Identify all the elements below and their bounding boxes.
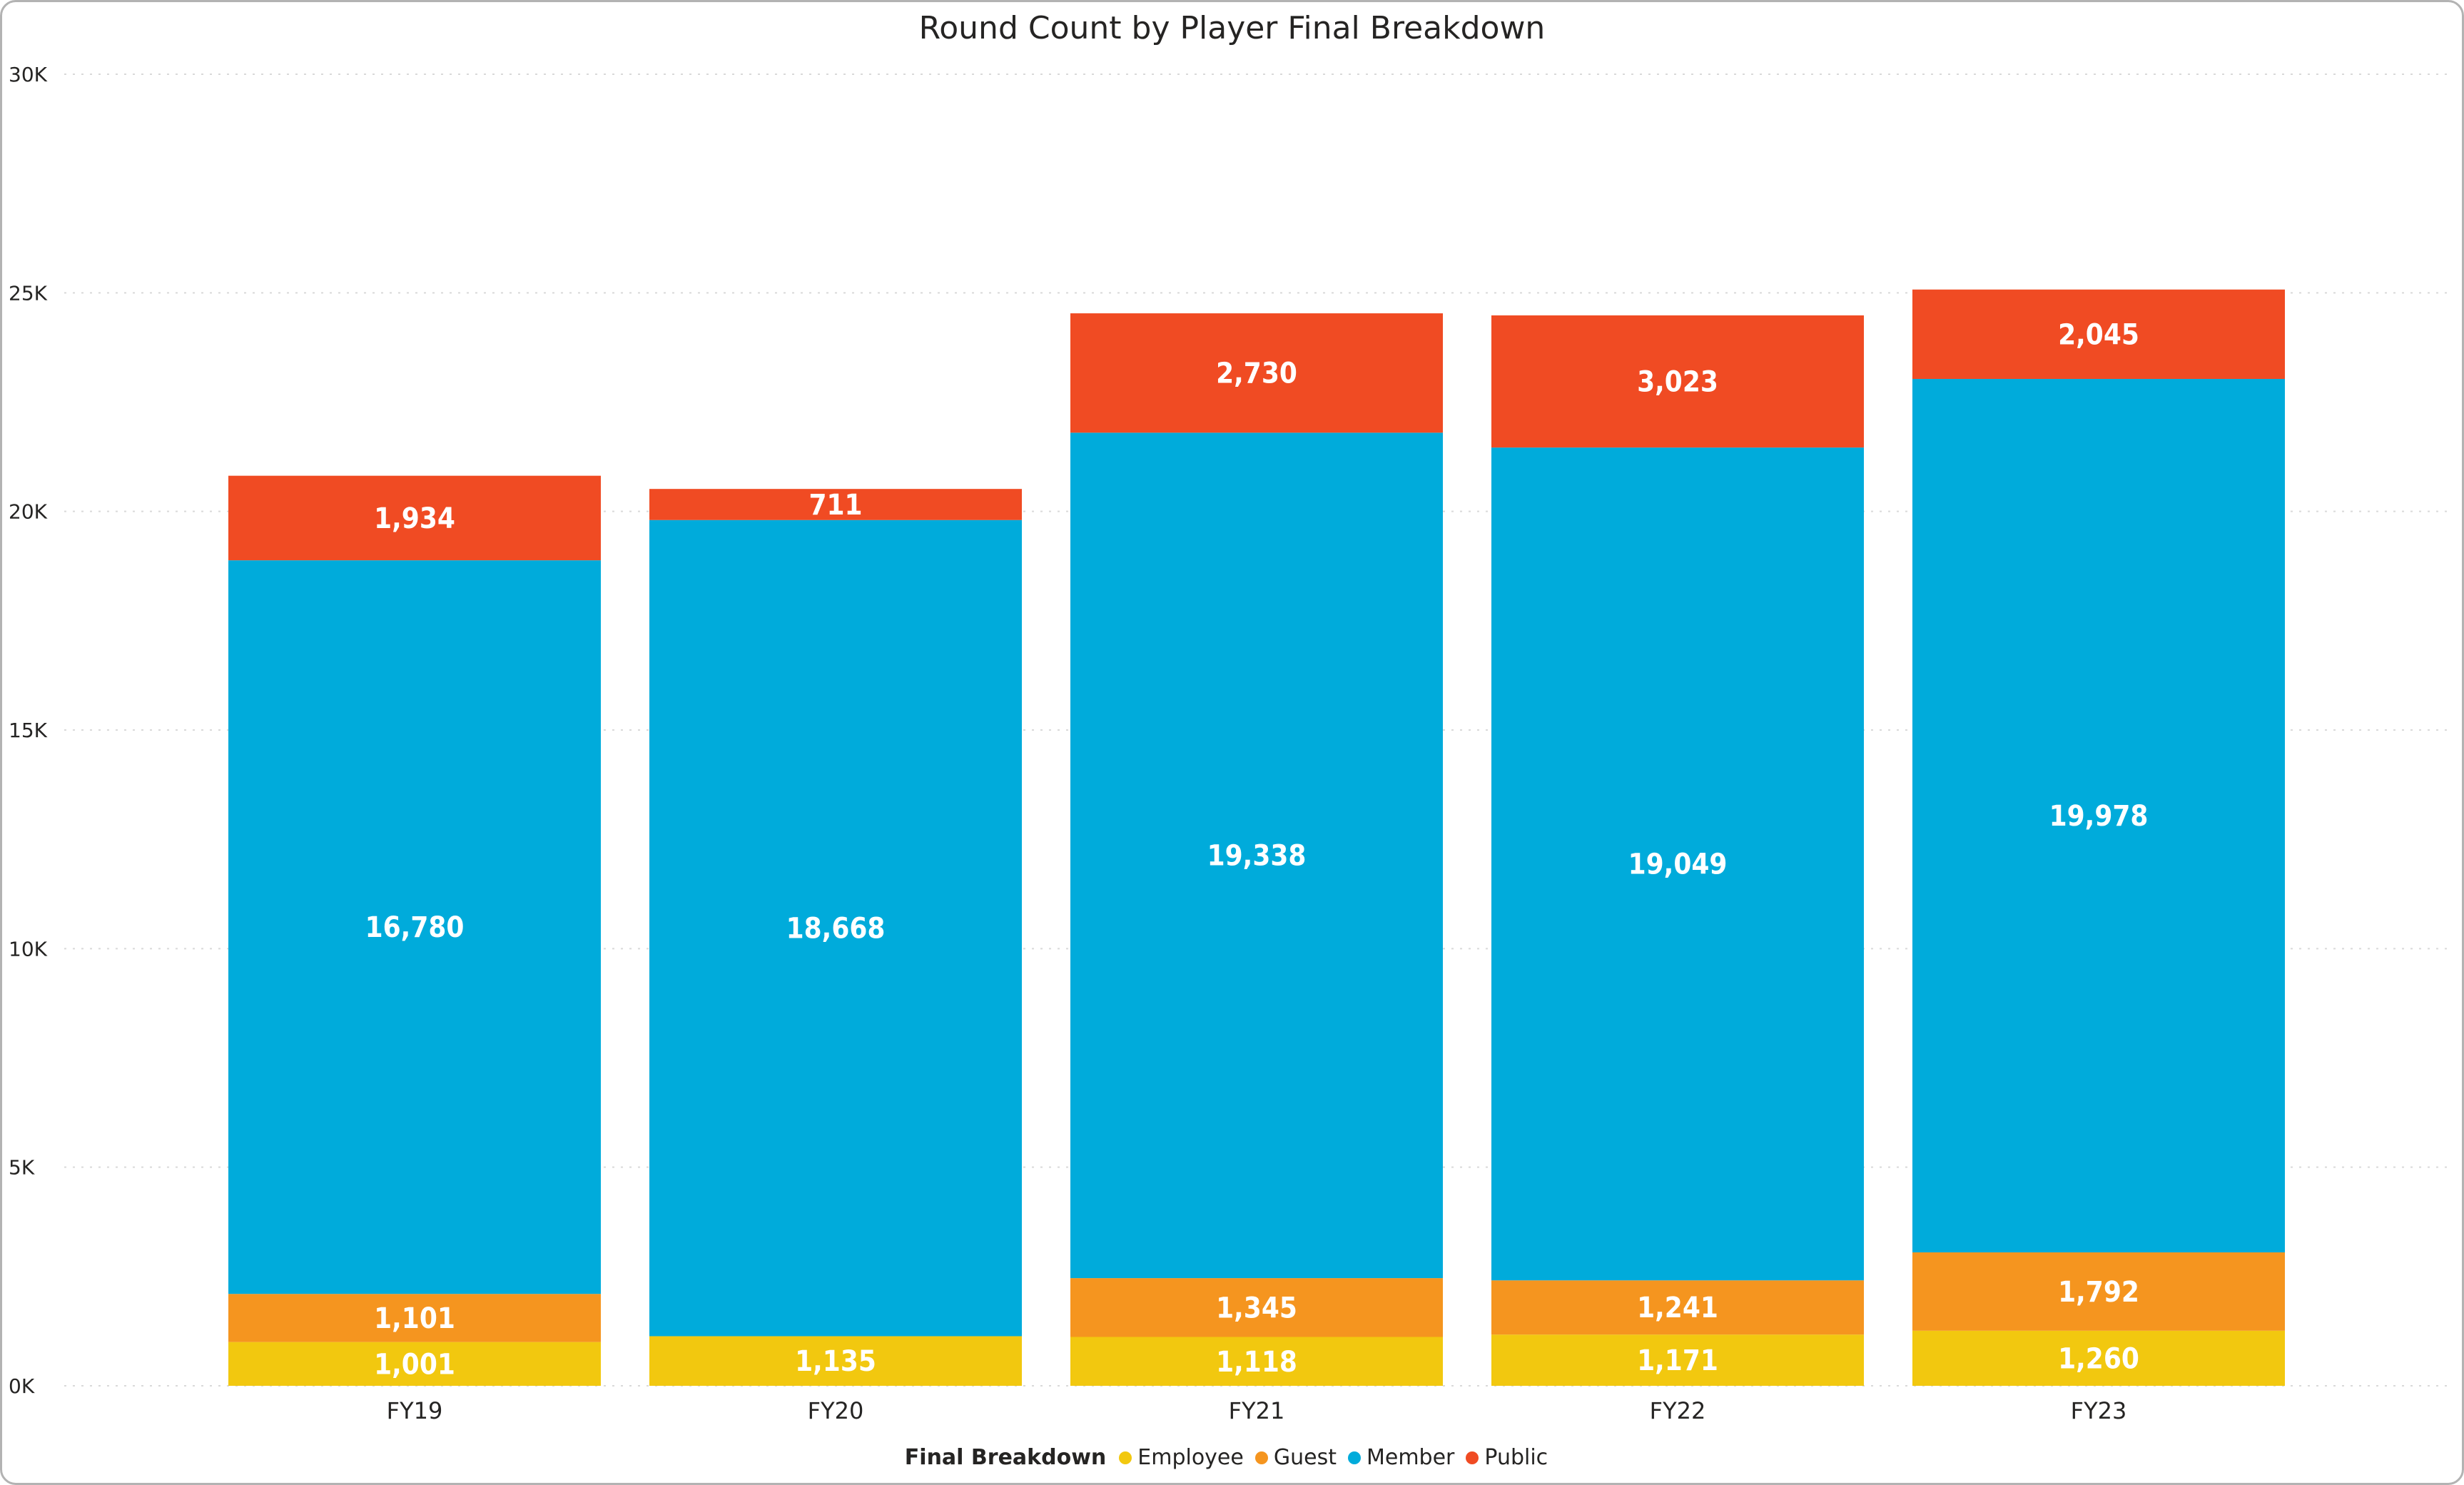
- data-label: 2,045: [2058, 318, 2139, 351]
- y-tick-label: 10K: [9, 937, 48, 961]
- data-label: 1,260: [2058, 1342, 2139, 1375]
- bar-member-fy22: [1491, 447, 1864, 1281]
- bar-public-fy22: [1491, 315, 1864, 448]
- legend-item-member[interactable]: Member: [1347, 1445, 1455, 1470]
- bar-guest-fy23: [1912, 1252, 2285, 1331]
- x-tick-label: FY19: [387, 1397, 443, 1424]
- data-label: 16,780: [365, 911, 465, 944]
- data-label: 1,118: [1216, 1346, 1297, 1379]
- data-label: 18,668: [786, 913, 886, 946]
- y-tick-label: 25K: [9, 281, 48, 305]
- y-tick-label: 5K: [9, 1156, 35, 1180]
- data-label: 1,101: [374, 1302, 455, 1335]
- data-label: 19,049: [1628, 848, 1728, 881]
- legend: Final Breakdown Employee Guest Member Publi…: [0, 1445, 2464, 1470]
- legend-label: Public: [1484, 1445, 1548, 1470]
- bar-employee-fy19: [228, 1342, 601, 1386]
- y-tick-label: 15K: [9, 719, 48, 742]
- bar-member-fy21: [1070, 432, 1443, 1279]
- legend-title: Final Breakdown: [904, 1445, 1107, 1470]
- bar-public-fy23: [1912, 289, 2285, 380]
- bar-member-fy20: [649, 520, 1022, 1337]
- legend-label: Guest: [1273, 1445, 1337, 1470]
- legend-marker: [1466, 1451, 1479, 1464]
- legend-item-employee[interactable]: Employee: [1119, 1445, 1244, 1470]
- y-tick-label: 20K: [9, 500, 48, 524]
- bar-employee-fy23: [1912, 1330, 2285, 1386]
- x-tick-label: FY20: [808, 1397, 864, 1424]
- bar-member-fy19: [228, 560, 601, 1294]
- legend-marker: [1347, 1451, 1361, 1464]
- data-label: 1,934: [374, 502, 455, 535]
- legend-item-guest[interactable]: Guest: [1254, 1445, 1337, 1470]
- legend-item-public[interactable]: Public: [1466, 1445, 1548, 1470]
- y-tick-label: 30K: [9, 63, 48, 86]
- data-label: 711: [808, 489, 862, 522]
- legend-label: Employee: [1137, 1445, 1244, 1470]
- legend-marker: [1254, 1451, 1268, 1464]
- data-label: 19,338: [1207, 840, 1307, 873]
- bar-guest-fy19: [228, 1294, 601, 1342]
- bar-public-fy21: [1070, 313, 1443, 433]
- bar-employee-fy20: [649, 1336, 1022, 1386]
- data-label: 1,345: [1216, 1292, 1297, 1324]
- data-label: 3,023: [1637, 366, 1718, 399]
- bar-member-fy23: [1912, 379, 2285, 1253]
- bar-guest-fy22: [1491, 1280, 1864, 1335]
- chart-title: Round Count by Player Final Breakdown: [918, 10, 1546, 46]
- x-tick-label: FY21: [1229, 1397, 1285, 1424]
- data-label: 1,792: [2058, 1276, 2139, 1309]
- data-label: 1,241: [1637, 1292, 1718, 1324]
- y-tick-label: 0K: [9, 1374, 35, 1398]
- data-label: 1,135: [795, 1345, 876, 1378]
- legend-marker: [1119, 1451, 1132, 1464]
- x-tick-label: FY23: [2071, 1397, 2127, 1424]
- bar-employee-fy22: [1491, 1334, 1864, 1386]
- data-label: 1,001: [374, 1348, 455, 1381]
- bar-employee-fy21: [1070, 1337, 1443, 1386]
- data-label: 1,171: [1637, 1344, 1718, 1377]
- bar-guest-fy21: [1070, 1278, 1443, 1337]
- bar-public-fy19: [228, 475, 601, 561]
- bar-public-fy20: [649, 489, 1022, 520]
- legend-label: Member: [1366, 1445, 1455, 1470]
- data-label: 2,730: [1216, 358, 1297, 390]
- x-tick-label: FY22: [1650, 1397, 1706, 1424]
- data-label: 19,978: [2049, 800, 2149, 833]
